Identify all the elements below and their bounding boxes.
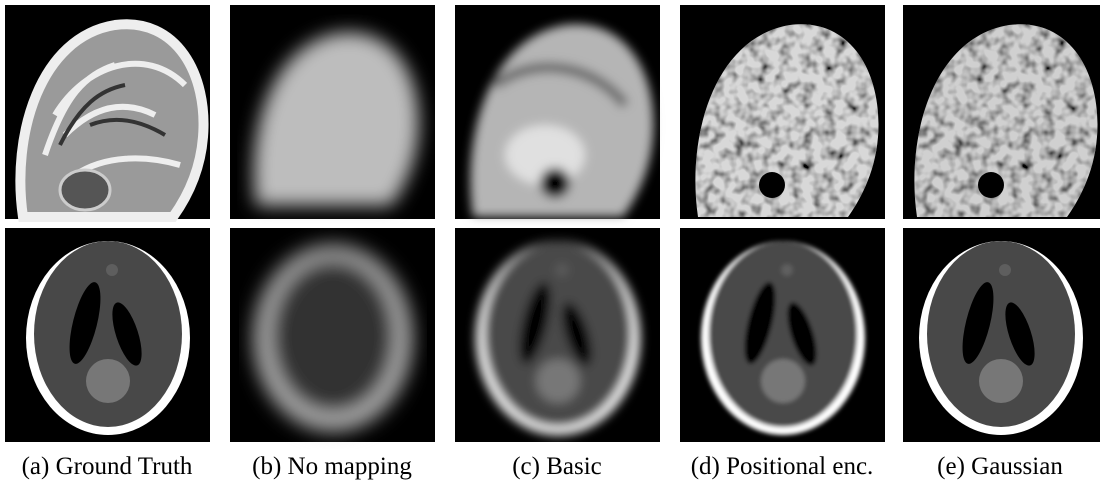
caption: (b) No mapping bbox=[252, 453, 412, 480]
caption: (d) Positional enc. bbox=[691, 453, 874, 480]
panel-b-phantom bbox=[230, 228, 435, 442]
panel-d-brain bbox=[680, 5, 885, 219]
panel-c-brain bbox=[455, 5, 660, 219]
panel-e-brain bbox=[903, 5, 1100, 219]
caption: (e) Gaussian bbox=[937, 453, 1063, 480]
panel-b-brain bbox=[230, 5, 435, 219]
panel-c-phantom bbox=[455, 228, 660, 442]
panel-e-phantom bbox=[903, 228, 1100, 442]
panel-a-phantom bbox=[5, 228, 210, 442]
panel-a-brain bbox=[5, 5, 210, 219]
caption: (a) Ground Truth bbox=[22, 453, 193, 480]
figure: (a) Ground Truth (b) No mapping (c) Basi… bbox=[0, 0, 1101, 487]
panel-d-phantom bbox=[680, 228, 885, 442]
caption: (c) Basic bbox=[512, 453, 602, 480]
